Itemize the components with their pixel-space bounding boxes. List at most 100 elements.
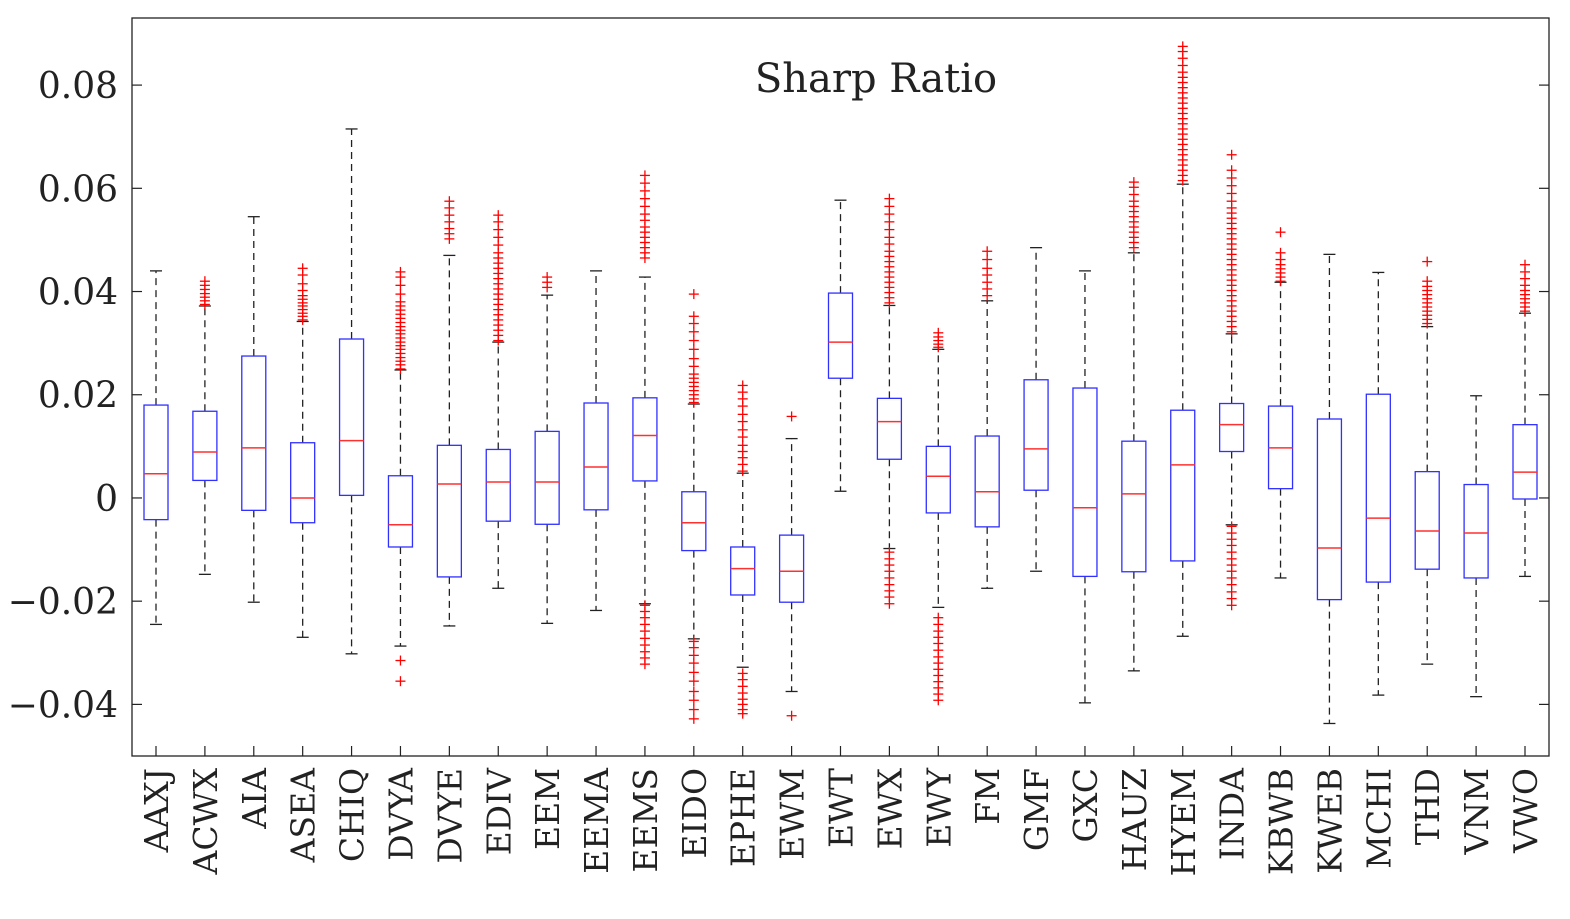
box-iqr (974, 435, 1000, 528)
box-iqr (778, 534, 805, 603)
outlier-point (1226, 165, 1237, 176)
outlier-point (688, 344, 699, 355)
x-tick-label: AAXJ (137, 768, 176, 853)
x-tick-label: EWY (919, 767, 958, 848)
y-tick-label: 0.02 (38, 376, 118, 417)
box-iqr (730, 546, 756, 596)
outlier-point (444, 196, 455, 207)
box-group-gxc (1072, 270, 1098, 704)
box-group-chiq (338, 128, 365, 655)
outlier-point (786, 710, 797, 721)
box-group-ediv (485, 210, 511, 589)
outlier-point (542, 272, 553, 283)
outlier-point (884, 547, 895, 558)
outlier-point (199, 276, 210, 287)
box-group-acwx (192, 276, 218, 575)
outlier-point (737, 380, 748, 391)
box-iqr (1365, 393, 1391, 583)
x-tick-label: EEM (528, 768, 567, 850)
outlier-point (688, 636, 699, 647)
box-iqr (1512, 424, 1538, 500)
x-tick-label: EWX (870, 768, 909, 850)
x-tick-label: EEMS (626, 768, 665, 873)
box-group-aaxj (143, 270, 169, 626)
box-group-eem (534, 272, 560, 625)
box-iqr (387, 475, 414, 548)
outlier-point (688, 311, 699, 322)
x-tick-label: EPHE (724, 768, 763, 867)
outlier-point (786, 411, 797, 422)
x-tick-label: AIA (235, 767, 274, 830)
outlier-point (639, 170, 650, 181)
box-group-eema (583, 270, 609, 612)
outlier-point (688, 353, 699, 364)
box-group-inda (1218, 149, 1245, 611)
box-iqr (485, 448, 511, 522)
box-group-kweb (1316, 253, 1343, 725)
box-iqr (827, 292, 854, 379)
x-tick-label: MCHI (1359, 768, 1398, 869)
outlier-point (688, 713, 699, 724)
x-tick-label: HAUZ (1115, 768, 1154, 871)
box-group-hauz (1121, 177, 1147, 672)
outlier-point (395, 289, 406, 300)
box-group-ewy (925, 327, 951, 706)
x-tick-label: EEMA (577, 767, 616, 874)
outlier-point (688, 695, 699, 706)
box-group-thd (1414, 256, 1440, 665)
y-tick-label: −0.04 (8, 685, 118, 726)
outlier-point (395, 676, 406, 687)
y-tick-label: 0.08 (38, 66, 118, 107)
box-iqr (1463, 483, 1489, 579)
outlier-point (688, 667, 699, 678)
x-tick-label: KWEB (1310, 768, 1349, 874)
box-iqr (290, 442, 316, 524)
x-tick-label: EIDO (675, 768, 714, 859)
outlier-point (1128, 177, 1139, 188)
outlier-point (297, 263, 308, 274)
outlier-point (1275, 227, 1286, 238)
outlier-point (688, 289, 699, 300)
y-tick-label: 0.04 (38, 273, 118, 314)
outlier-point (982, 246, 993, 257)
box-iqr (241, 355, 267, 511)
box-iqr (681, 491, 707, 552)
axes-layer: −0.04 −0.02 0 0.02 0.04 0.06 0.08 AAXJ ACWX AIA AS… (8, 66, 1549, 876)
x-tick-label: DVYA (381, 767, 420, 861)
x-tick-label: EDIV (479, 767, 518, 856)
x-tick-label: ACWX (186, 768, 225, 876)
x-tick-label: FM (968, 768, 1007, 825)
outlier-point (1226, 149, 1237, 160)
x-tick-label: VWO (1506, 768, 1545, 854)
box-group-dvye (436, 196, 463, 627)
box-group-hyem (1170, 41, 1196, 637)
box-iqr (534, 430, 560, 525)
x-tick-label: THD (1408, 768, 1447, 845)
box-iqr (1121, 440, 1147, 573)
outlier-point (982, 263, 993, 274)
box-group-fm (974, 246, 1000, 589)
box-group-mchi (1365, 271, 1391, 696)
box-group-ewm (778, 411, 805, 721)
outlier-point (1422, 276, 1433, 287)
x-tick-label: GXC (1066, 768, 1105, 843)
outlier-point (1422, 256, 1433, 267)
box-iqr (1218, 402, 1245, 453)
box-iqr (1170, 409, 1196, 562)
outlier-point (688, 704, 699, 715)
box-iqr (436, 444, 463, 578)
x-tick-label: GMF (1017, 768, 1056, 851)
outlier-point (1226, 521, 1237, 532)
box-group-ewt (827, 199, 854, 492)
outlier-point (1275, 247, 1286, 258)
box-group-aia (241, 216, 267, 603)
box-group-gmf (1023, 247, 1049, 572)
box-group-vwo (1512, 259, 1538, 578)
box-group-asea (290, 263, 316, 638)
x-tick-label: DVYE (430, 768, 469, 864)
box-iqr (143, 404, 169, 521)
box-group-eems (632, 170, 658, 670)
outlier-point (688, 686, 699, 697)
box-iqr (338, 338, 365, 497)
